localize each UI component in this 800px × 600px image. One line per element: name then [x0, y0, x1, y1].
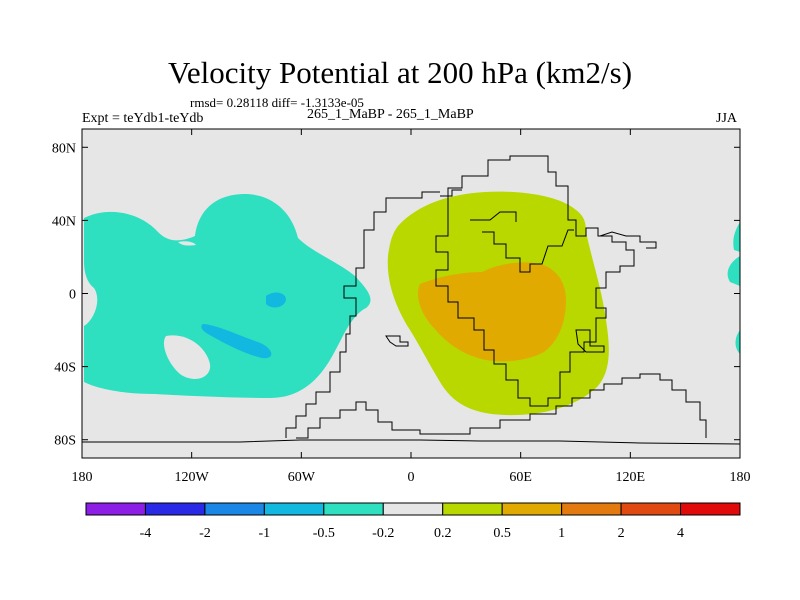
- stats-text: rmsd= 0.28118 diff= -1.3133e-05: [190, 95, 364, 110]
- colorbar-swatch: [501, 502, 563, 516]
- colorbar-swatch: [323, 502, 384, 516]
- y-tick-label: 80N: [52, 141, 76, 156]
- experiment-label: Expt = teYdb1-teYdb: [82, 111, 204, 126]
- coastline-east-peninsula: [599, 231, 657, 249]
- colorbar-label: -0.2: [372, 526, 394, 541]
- coastline-south-continent: [285, 191, 440, 438]
- map-axes: 180 120W 60W 0 60E 120E 180 80N 40N 0 40S 80S: [52, 129, 751, 485]
- colorbar-label: -0.5: [313, 526, 335, 541]
- colorbar: -4 -2 -1 -0.5 -0.2 0.2 0.5 1 2 4: [85, 502, 741, 541]
- x-tick-label: 60W: [288, 470, 316, 485]
- colorbar-swatch: [263, 502, 325, 516]
- y-tick-label: 80S: [54, 434, 76, 449]
- colorbar-label: 4: [677, 526, 684, 541]
- colorbar-label: 2: [618, 526, 625, 541]
- negative-anomaly-hole: [163, 335, 211, 379]
- colorbar-swatch: [620, 502, 682, 516]
- x-tick-label: 60E: [509, 470, 532, 485]
- colorbar-swatch: [204, 502, 265, 516]
- y-tick-label: 0: [69, 288, 76, 303]
- coastline-africa-eurasia: [435, 155, 635, 407]
- coastline-north-block: [440, 189, 462, 197]
- negative-anomaly-core: [266, 292, 286, 308]
- coastline-indian-island: [575, 329, 605, 353]
- colorbar-swatch: [144, 502, 206, 516]
- y-tick-label: 40N: [52, 214, 76, 229]
- colorbar-label: -4: [140, 526, 152, 541]
- x-tick-label: 120W: [175, 470, 210, 485]
- colorbar-swatch: [442, 502, 503, 516]
- coastlines: [82, 155, 741, 445]
- plot-title: Velocity Potential at 200 hPa (km2/s): [167, 55, 633, 90]
- negative-anomaly-core: [201, 324, 272, 359]
- season-label: JJA: [716, 111, 738, 126]
- coastline-inner-basin: [482, 229, 574, 273]
- shaded-fields: [84, 191, 740, 416]
- coastline-south-continent: [296, 373, 707, 439]
- x-tick-label: 120E: [616, 470, 646, 485]
- colorbar-label: 0.5: [493, 526, 511, 541]
- colorbar-swatch: [680, 502, 741, 516]
- coastline-small-island: [385, 335, 409, 347]
- colorbar-label: -2: [199, 526, 211, 541]
- colorbar-swatch: [561, 502, 622, 516]
- coastline-inner-basin: [470, 211, 517, 222]
- x-tick-label: 180: [72, 470, 93, 485]
- colorbar-label: 1: [558, 526, 565, 541]
- colorbar-label: 0.2: [434, 526, 452, 541]
- y-tick-label: 40S: [54, 361, 76, 376]
- case-label: 265_1_MaBP - 265_1_MaBP: [307, 107, 474, 122]
- positive-anomaly-core: [417, 262, 566, 362]
- negative-anomaly-east-edge: [735, 330, 740, 354]
- negative-anomaly-east-edge: [733, 222, 740, 252]
- coastline-antarctic-margin: [82, 439, 741, 445]
- colorbar-swatch: [85, 502, 146, 516]
- negative-anomaly-east-edge: [727, 256, 740, 286]
- negative-anomaly-gap: [178, 241, 196, 246]
- x-tick-label: 180: [730, 470, 751, 485]
- colorbar-label: -1: [259, 526, 271, 541]
- x-tick-label: 0: [408, 470, 415, 485]
- negative-anomaly-pacific: [84, 194, 371, 398]
- colorbar-swatch: [382, 502, 444, 516]
